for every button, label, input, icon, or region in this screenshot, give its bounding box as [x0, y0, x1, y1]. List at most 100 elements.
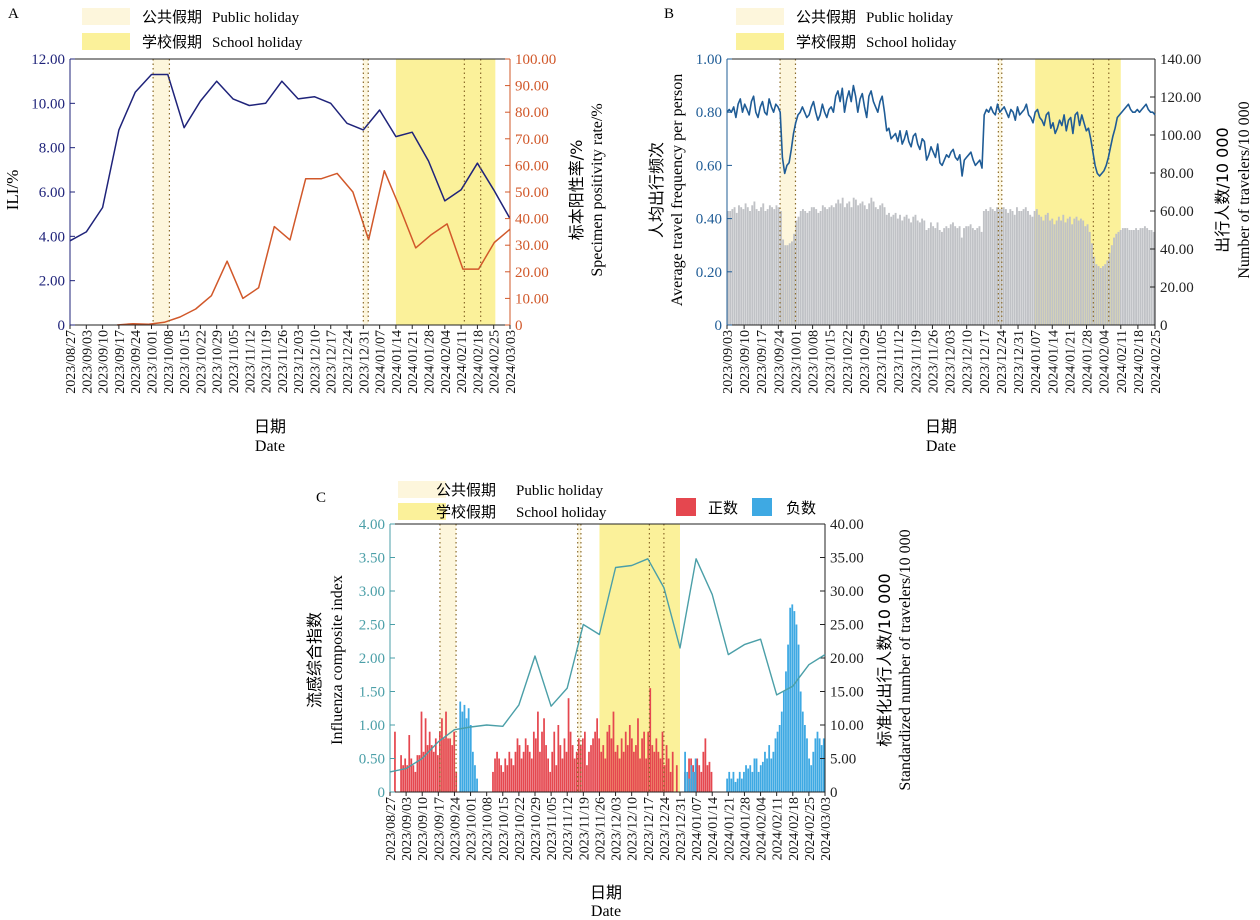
y-right-axis-label-en: Specimen positivity rate/%	[589, 103, 606, 276]
data-bar	[586, 765, 588, 792]
data-bar	[1097, 266, 1100, 325]
data-bar	[757, 771, 760, 792]
data-bar	[394, 731, 396, 792]
data-bar	[1077, 220, 1080, 325]
x-axis-label-cn: 日期	[925, 417, 957, 436]
data-bar	[1062, 214, 1065, 325]
data-bar	[1095, 264, 1098, 325]
data-bar	[547, 758, 549, 792]
x-tick-label: 2023/09/10	[97, 330, 112, 394]
y-right-tick-label: 140.00	[1160, 52, 1201, 68]
data-bar	[863, 205, 866, 325]
x-tick-label: 2023/08/27	[64, 330, 79, 394]
data-bar	[428, 731, 431, 792]
data-bar	[622, 751, 625, 792]
x-tick-label: 2023/11/19	[577, 797, 592, 860]
data-bar	[777, 207, 780, 325]
data-bar	[730, 778, 733, 792]
y-right-tick-label: 15.00	[830, 685, 864, 701]
data-bar	[835, 203, 837, 325]
y-left-axis-label-cn: 人均出行频次	[647, 142, 666, 238]
data-bar	[545, 745, 547, 792]
x-tick-label: 2024/01/28	[1081, 330, 1096, 394]
y-right-tick-label: 40.00	[515, 212, 549, 228]
x-tick-label: 2023/09/17	[113, 330, 128, 394]
negative-legend-swatch	[752, 498, 772, 516]
data-bar	[877, 209, 879, 325]
data-bar	[537, 711, 539, 792]
data-bar	[916, 220, 919, 325]
x-tick-label: 2023/09/24	[772, 330, 787, 394]
data-bar	[782, 239, 785, 325]
data-bar	[579, 745, 582, 792]
data-bar	[577, 738, 580, 792]
x-tick-label: 2023/09/03	[721, 330, 736, 394]
data-bar	[793, 611, 796, 792]
x-tick-label: 2023/12/10	[308, 330, 323, 394]
x-tick-label: 2024/03/03	[819, 797, 834, 861]
x-tick-label: 2023/12/31	[1012, 330, 1027, 394]
y-left-tick-label: 0	[378, 785, 386, 801]
x-tick-label: 2023/09/24	[129, 330, 144, 394]
x-tick-label: 2023/12/31	[357, 330, 372, 394]
y-right-tick-label: 90.00	[515, 79, 549, 95]
data-bar	[520, 758, 523, 792]
data-bar	[742, 209, 745, 325]
data-bar	[727, 211, 729, 325]
y-right-tick-label: 30.00	[830, 584, 864, 600]
data-bar	[839, 203, 842, 325]
data-bar	[843, 207, 846, 325]
data-bar	[810, 765, 813, 792]
y-left-tick-label: 0.80	[696, 105, 722, 121]
data-bar	[735, 212, 738, 325]
data-bar	[768, 205, 771, 325]
y-left-tick-label: 1.00	[696, 52, 722, 68]
y-left-tick-label: 0.60	[696, 158, 722, 174]
data-bar	[799, 211, 802, 325]
x-tick-label: 2023/10/15	[824, 330, 839, 394]
data-bar	[406, 765, 409, 792]
data-bar	[958, 226, 961, 325]
data-bar	[734, 781, 737, 792]
panel-label: B	[664, 6, 674, 22]
data-bar	[500, 765, 503, 792]
data-bar	[645, 758, 648, 792]
data-bar	[903, 216, 906, 325]
data-bar	[996, 207, 999, 325]
data-bar	[814, 738, 817, 792]
data-bar	[469, 725, 472, 792]
data-bar	[561, 758, 564, 792]
data-bar	[1108, 252, 1111, 325]
y-left-tick-label: 1.00	[359, 718, 385, 734]
x-tick-label: 2023/11/12	[561, 797, 576, 860]
y-right-tick-label: 10.00	[830, 718, 864, 734]
data-bar	[1049, 220, 1051, 325]
x-tick-label: 2023/10/08	[807, 330, 822, 394]
data-bar	[914, 214, 917, 325]
data-bar	[567, 698, 570, 792]
data-bar	[956, 228, 959, 325]
data-bar	[606, 731, 609, 792]
data-bar	[702, 751, 705, 792]
data-bar	[901, 220, 904, 325]
y-right-tick-label: 40.00	[830, 517, 864, 533]
school-holiday-legend-swatch	[736, 33, 784, 50]
data-bar	[848, 201, 851, 325]
public-holiday-band	[998, 59, 1002, 325]
x-axis-label-en: Date	[255, 438, 285, 455]
public-holiday-legend-cn: 公共假期	[142, 8, 202, 26]
data-bar	[430, 745, 433, 792]
panel-b: B 公共假期 Public holiday 学校假期 School holida…	[647, 6, 1253, 455]
data-bar	[594, 731, 596, 792]
data-bar	[804, 211, 807, 325]
data-bar	[1040, 216, 1043, 325]
data-bar	[459, 701, 462, 792]
data-bar	[980, 231, 983, 325]
data-bar	[575, 751, 578, 792]
data-bar	[808, 758, 810, 792]
data-bar	[426, 745, 429, 792]
data-bar	[600, 751, 603, 792]
data-bar	[732, 771, 735, 792]
y-left-tick-label: 2.00	[359, 651, 385, 667]
data-bar	[761, 761, 764, 792]
